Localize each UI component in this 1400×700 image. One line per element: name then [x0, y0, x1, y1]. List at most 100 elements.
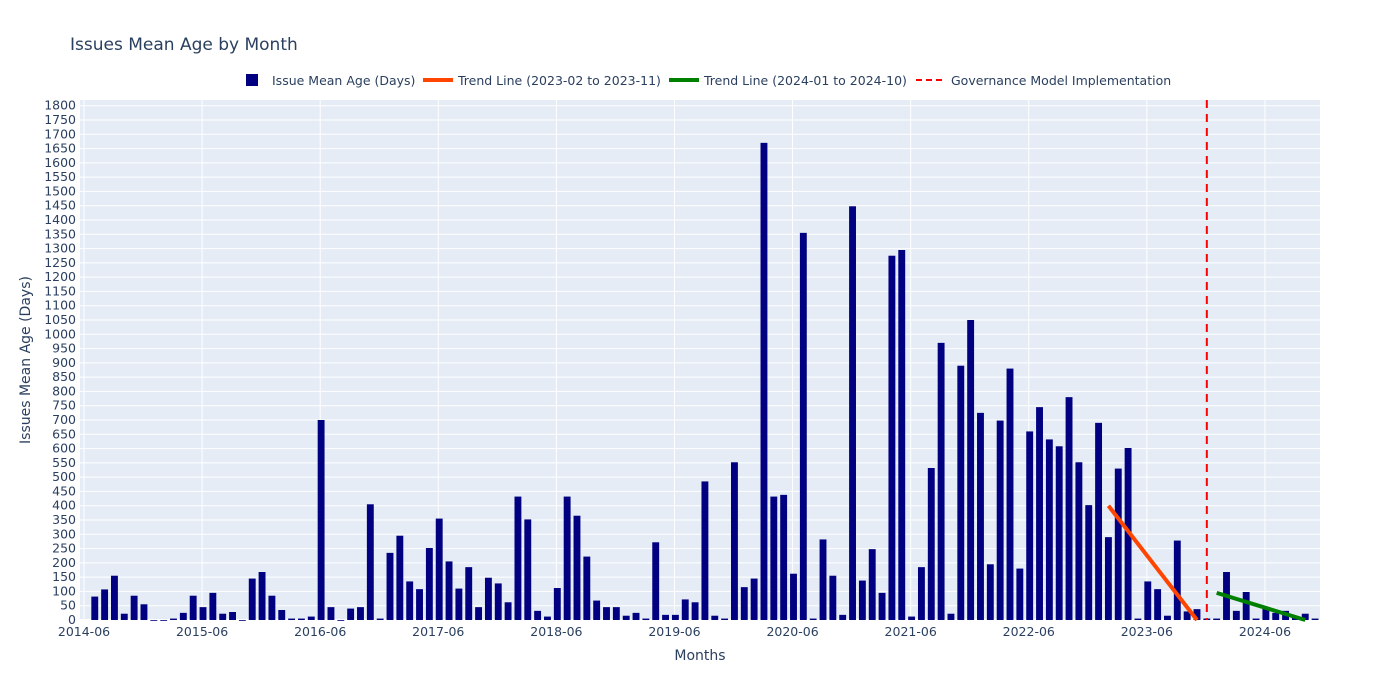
bar [839, 614, 847, 620]
bar [760, 142, 768, 620]
bar [937, 342, 945, 620]
overlay-lines [1106, 100, 1306, 622]
bar [229, 612, 236, 620]
bar [819, 539, 827, 620]
y-tick-label: 1550 [44, 169, 76, 184]
bar [406, 581, 414, 620]
bar [494, 583, 502, 620]
bar [465, 567, 473, 620]
y-tick-label: 350 [52, 512, 76, 527]
y-tick-label: 450 [52, 483, 76, 498]
bar [484, 577, 492, 620]
bar [179, 612, 187, 620]
bar [475, 607, 483, 620]
y-tick-label: 1350 [44, 226, 76, 241]
x-tick-label: 2018-06 [530, 624, 582, 639]
y-tick-label: 1100 [44, 298, 76, 313]
gridlines [80, 100, 1320, 621]
y-tick-label: 1000 [44, 326, 76, 341]
bar [731, 462, 738, 620]
y-tick-label: 1200 [44, 269, 76, 284]
bar [888, 255, 896, 620]
bar [445, 561, 453, 620]
bar [238, 620, 246, 621]
bar [996, 420, 1004, 620]
bar [671, 614, 679, 620]
bar [111, 575, 118, 620]
bar [170, 618, 177, 620]
bar [1154, 589, 1162, 620]
bar [1075, 462, 1083, 620]
bar [248, 578, 256, 620]
chart-title: Issues Mean Age by Month [70, 35, 298, 55]
bar [1114, 468, 1122, 620]
y-axis-title: Issues Mean Age (Days) [18, 276, 34, 444]
bar [544, 616, 551, 620]
bar [1065, 397, 1073, 620]
x-axis-title: Months [674, 648, 725, 664]
y-tick-label: 950 [52, 341, 76, 356]
y-tick-label: 600 [52, 441, 76, 456]
bar [396, 535, 404, 620]
bar [967, 320, 975, 620]
bar [977, 412, 984, 620]
bar [219, 613, 227, 620]
bar [514, 496, 522, 620]
bar [91, 596, 99, 620]
bar [524, 519, 532, 620]
x-tick-label: 2021-06 [885, 624, 937, 639]
bar [868, 549, 876, 620]
bar [1262, 608, 1270, 620]
legend-label-trend-2[interactable]: Trend Line (2024-01 to 2024-10) [703, 73, 907, 88]
bar [612, 607, 620, 620]
bar [130, 595, 138, 620]
bar [1104, 537, 1112, 620]
bar [209, 592, 217, 620]
y-tick-label: 1050 [44, 312, 76, 327]
bar [740, 587, 748, 620]
bar [386, 552, 394, 620]
bar [366, 504, 374, 620]
bar [278, 610, 286, 620]
y-tick-label: 100 [52, 583, 76, 598]
bar [327, 607, 335, 620]
x-tick-label: 2019-06 [648, 624, 700, 639]
bar [691, 602, 699, 620]
y-tick-label: 250 [52, 541, 76, 556]
trend-line [1216, 590, 1306, 622]
bar [1026, 431, 1034, 620]
x-tick-label: 2017-06 [412, 624, 464, 639]
bar [553, 588, 561, 620]
legend-label-bars[interactable]: Issue Mean Age (Days) [272, 73, 415, 88]
bar [297, 618, 305, 620]
bar [593, 600, 601, 620]
bar [681, 599, 689, 620]
bar [1213, 618, 1221, 620]
legend-label-governance[interactable]: Governance Model Implementation [951, 73, 1171, 88]
x-tick-label: 2022-06 [1003, 624, 1055, 639]
bar [1193, 609, 1201, 620]
bar [662, 614, 669, 620]
bar [1252, 618, 1260, 620]
bar [1164, 615, 1171, 620]
bar [120, 613, 128, 620]
bar [357, 607, 364, 620]
y-tick-label: 200 [52, 555, 76, 570]
y-tick-label: 1450 [44, 198, 76, 213]
bar [603, 607, 610, 620]
x-tick-label: 2020-06 [766, 624, 818, 639]
y-tick-label: 50 [60, 598, 76, 613]
bar [1232, 610, 1240, 620]
bar [927, 468, 935, 620]
legend-label-trend-1[interactable]: Trend Line (2023-02 to 2023-11) [457, 73, 661, 88]
y-tick-label: 1600 [44, 155, 76, 170]
legend-swatch-bars [246, 74, 258, 86]
bar [1006, 368, 1014, 620]
y-tick-label: 550 [52, 455, 76, 470]
y-tick-label: 800 [52, 383, 76, 398]
bar [1272, 612, 1280, 620]
bars [91, 142, 1319, 621]
y-tick-label: 300 [52, 526, 76, 541]
plot-area [80, 100, 1320, 620]
